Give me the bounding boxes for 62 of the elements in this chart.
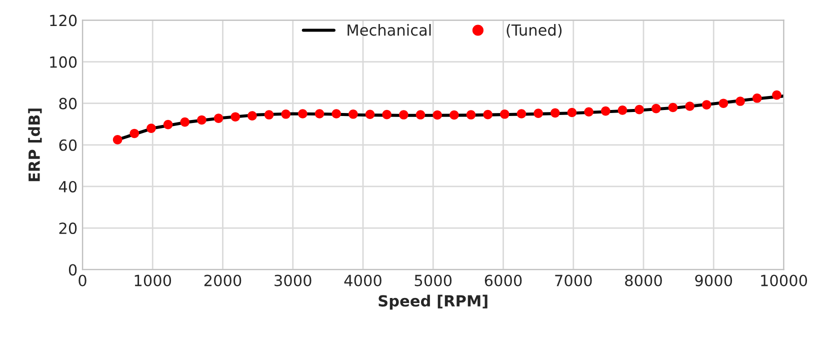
point — [651, 104, 661, 114]
point — [281, 109, 291, 119]
x-tick-label: 9000 — [695, 274, 732, 286]
point — [450, 110, 459, 120]
point — [500, 109, 510, 119]
point — [736, 96, 745, 106]
x-tick-label: 3000 — [274, 274, 312, 286]
point — [365, 110, 375, 120]
x-tick-label: 5000 — [414, 274, 452, 286]
point — [466, 110, 476, 120]
x-tick-label: 7000 — [555, 274, 592, 286]
x-tick-label: 4000 — [344, 274, 382, 286]
point — [298, 109, 308, 118]
point — [163, 120, 173, 130]
point — [264, 110, 274, 120]
x-tick-label: 6000 — [484, 274, 522, 286]
point — [634, 104, 644, 114]
point — [214, 114, 224, 123]
x-tick-label: 0 — [78, 274, 86, 286]
point — [772, 90, 782, 100]
point — [416, 110, 426, 120]
point — [230, 112, 240, 122]
y-axis-title: ERP [dB] — [28, 108, 42, 182]
y-tick-label: 80 — [59, 98, 77, 110]
y-tick-label: 120 — [50, 14, 77, 26]
x-tick-label: 10000 — [761, 274, 808, 286]
point — [197, 115, 206, 125]
point — [600, 106, 610, 116]
x-tick-label: 8000 — [625, 274, 662, 286]
point — [348, 109, 358, 119]
y-tick-label: 40 — [58, 180, 77, 192]
point — [483, 110, 492, 120]
point — [516, 109, 526, 118]
point — [668, 102, 678, 112]
legend-label: Mechanical — [348, 24, 431, 36]
point — [618, 106, 628, 115]
x-tick-label: 2000 — [204, 274, 242, 286]
y-tick-label: 60 — [59, 139, 77, 151]
point — [550, 108, 560, 118]
point — [112, 135, 122, 144]
point — [752, 93, 762, 103]
point — [399, 110, 408, 120]
point — [332, 109, 342, 118]
point — [382, 110, 392, 120]
point — [685, 102, 694, 111]
point — [314, 109, 324, 118]
y-tick-label: 20 — [59, 222, 77, 234]
point — [146, 124, 156, 133]
x-axis-title: Speed [RPM] — [378, 294, 488, 310]
y-tick-label: 0 — [68, 264, 77, 276]
x-tick-label: 1000 — [134, 274, 172, 286]
point — [702, 100, 712, 110]
point — [248, 111, 257, 120]
point — [130, 128, 140, 138]
point — [567, 108, 577, 118]
point — [432, 110, 442, 120]
legend-label: (Tuned) — [506, 24, 562, 38]
point — [718, 98, 728, 108]
point — [180, 117, 190, 127]
y-tick-label: 100 — [50, 56, 77, 68]
point — [584, 107, 594, 117]
point — [534, 108, 543, 118]
